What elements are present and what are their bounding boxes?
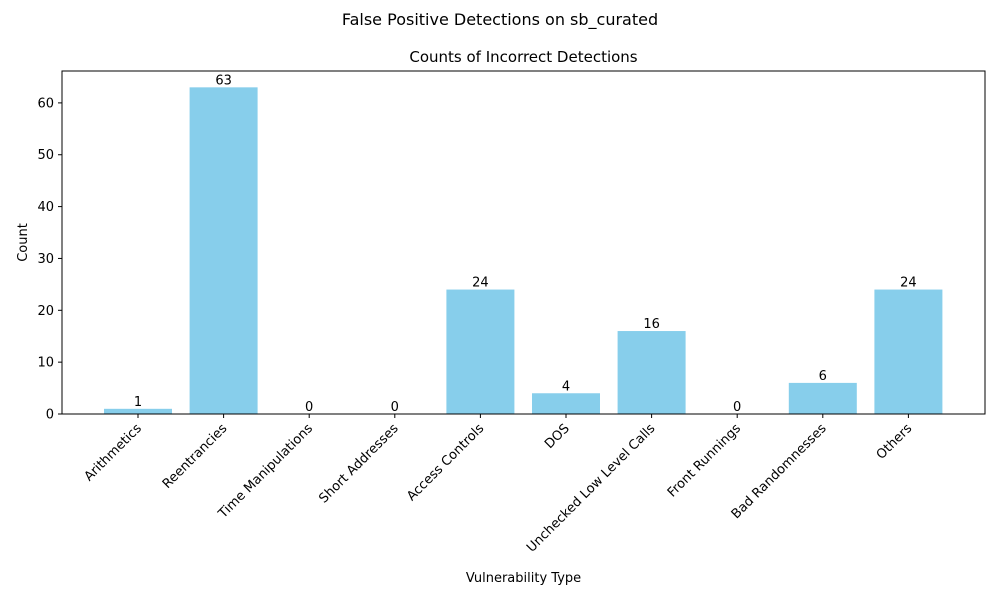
data-label: 63 (215, 73, 232, 88)
data-label: 6 (819, 369, 827, 384)
y-tick-label: 40 (37, 200, 54, 215)
data-label: 0 (733, 400, 741, 415)
x-tick-label: Front Runnings (665, 421, 744, 500)
bar-others (874, 289, 943, 414)
data-label: 1 (134, 395, 142, 410)
x-tick-label: Short Addresses (316, 421, 401, 506)
x-tick-label: Reentrancies (160, 421, 231, 492)
bar-access-controls (446, 289, 515, 414)
bar-dos (532, 393, 600, 414)
x-axis-label: Vulnerability Type (466, 571, 581, 586)
chart-title: Counts of Incorrect Detections (409, 48, 637, 66)
figure-suptitle: False Positive Detections on sb_curated (342, 10, 658, 30)
y-axis: 0 10 20 30 40 50 60 (37, 96, 62, 423)
x-tick-label: Access Controls (404, 421, 487, 504)
y-tick-label: 10 (37, 356, 54, 371)
x-tick-label: Bad Randomnesses (729, 421, 830, 522)
bars-group (104, 87, 943, 414)
data-label: 16 (643, 317, 660, 332)
y-tick-label: 20 (37, 304, 54, 319)
x-tick-label: Others (874, 421, 916, 463)
bar-arithmetics (104, 408, 172, 414)
y-tick-label: 60 (37, 96, 54, 111)
x-tick-label: DOS (542, 421, 573, 452)
data-label: 0 (305, 400, 313, 415)
data-label: 4 (562, 379, 570, 394)
y-tick-label: 50 (37, 148, 54, 163)
y-tick-label: 30 (37, 252, 54, 267)
bar-reentrancies (189, 87, 258, 414)
data-label: 24 (472, 276, 489, 291)
x-tick-label: Arithmetics (82, 421, 145, 484)
y-axis-label: Count (16, 223, 31, 262)
data-label: 0 (391, 400, 399, 415)
x-tick-label: Time Manipulations (215, 421, 316, 522)
plot-frame (61, 70, 986, 415)
bar-unchecked-low-level-calls (617, 331, 686, 414)
y-tick-label: 0 (46, 408, 54, 423)
data-labels-group: 1 63 0 0 24 4 16 0 6 24 (134, 73, 917, 415)
bar-bad-randomnesses (788, 382, 857, 414)
data-label: 24 (900, 276, 917, 291)
